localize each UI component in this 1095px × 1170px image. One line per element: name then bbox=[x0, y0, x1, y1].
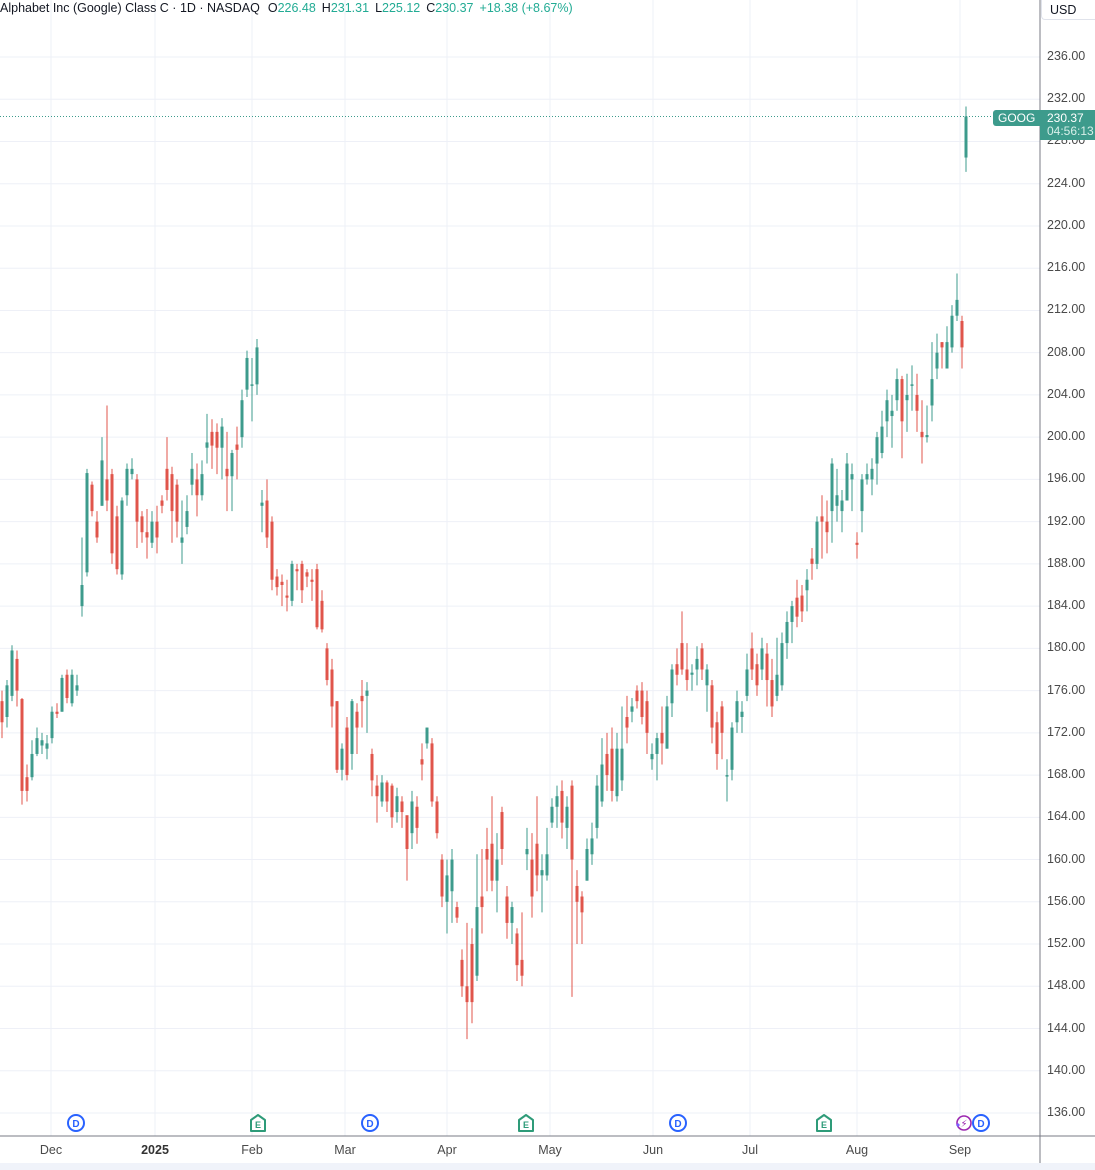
price-axis-label: 192.00 bbox=[1047, 513, 1086, 528]
time-axis-label: Mar bbox=[334, 1143, 356, 1157]
bar-countdown: 04:56:13 bbox=[1047, 124, 1094, 138]
price-axis-label: 160.00 bbox=[1047, 851, 1086, 866]
price-axis-label: 168.00 bbox=[1047, 767, 1086, 782]
price-axis-label: 224.00 bbox=[1047, 175, 1086, 190]
time-axis-label: 2025 bbox=[141, 1143, 169, 1157]
price-axis-label: 164.00 bbox=[1047, 809, 1086, 824]
dividend-icon[interactable]: D bbox=[67, 1114, 85, 1132]
price-axis-label: 180.00 bbox=[1047, 640, 1086, 655]
price-axis-label: 204.00 bbox=[1047, 386, 1086, 401]
dividend-icon[interactable]: D bbox=[972, 1114, 990, 1132]
currency-button[interactable]: USD bbox=[1041, 0, 1095, 20]
svg-text:D: D bbox=[977, 1119, 984, 1130]
time-axis-label: Aug bbox=[845, 1143, 869, 1157]
time-axis-label: Jul bbox=[742, 1143, 758, 1157]
price-axis-label: 152.00 bbox=[1047, 936, 1086, 951]
symbol-price-tag: GOOG bbox=[993, 110, 1041, 126]
price-axis-label: 136.00 bbox=[1047, 1105, 1086, 1119]
change-value: +18.38 (+8.67%) bbox=[479, 1, 573, 15]
time-axis-label: Feb bbox=[241, 1143, 263, 1157]
time-axis-label: Apr bbox=[437, 1143, 457, 1157]
price-axis-label: 212.00 bbox=[1047, 302, 1086, 317]
price-axis-label: 172.00 bbox=[1047, 724, 1086, 739]
svg-text:D: D bbox=[72, 1119, 79, 1130]
svg-text:D: D bbox=[366, 1119, 373, 1130]
price-axis-label: 184.00 bbox=[1047, 598, 1086, 613]
last-price-label: 230.37 04:56:13 bbox=[1040, 110, 1095, 140]
price-axis-label: 200.00 bbox=[1047, 429, 1086, 444]
price-axis-label: 188.00 bbox=[1047, 555, 1086, 570]
svg-text:⚡: ⚡ bbox=[960, 1119, 967, 1130]
price-axis-label: 140.00 bbox=[1047, 1062, 1086, 1077]
svg-text:E: E bbox=[255, 1120, 261, 1130]
price-axis-label: 144.00 bbox=[1047, 1020, 1086, 1035]
time-axis-label: Dec bbox=[39, 1143, 63, 1157]
price-axis-label: 196.00 bbox=[1047, 471, 1086, 486]
price-axis-label: 216.00 bbox=[1047, 260, 1086, 275]
price-axis-label: 148.00 bbox=[1047, 978, 1086, 993]
svg-text:E: E bbox=[821, 1120, 827, 1130]
time-axis-label: Sep bbox=[948, 1143, 972, 1157]
price-axis-label: 208.00 bbox=[1047, 344, 1086, 359]
earnings-icon[interactable]: E bbox=[517, 1114, 535, 1132]
time-axis-label: May bbox=[538, 1143, 562, 1157]
dividend-icon[interactable]: D bbox=[361, 1114, 379, 1132]
split-icon[interactable]: ⚡ bbox=[954, 1114, 972, 1132]
low-value: 225.12 bbox=[382, 1, 421, 15]
svg-text:D: D bbox=[674, 1119, 681, 1130]
time-axis-label: Jun bbox=[642, 1143, 664, 1157]
price-axis-label: 176.00 bbox=[1047, 682, 1086, 697]
price-axis-label: 156.00 bbox=[1047, 893, 1086, 908]
earnings-icon[interactable]: E bbox=[249, 1114, 267, 1132]
close-value: 230.37 bbox=[435, 1, 474, 15]
svg-text:E: E bbox=[523, 1120, 529, 1130]
dividend-icon[interactable]: D bbox=[669, 1114, 687, 1132]
price-axis-label: 220.00 bbox=[1047, 217, 1086, 232]
earnings-icon[interactable]: E bbox=[815, 1114, 833, 1132]
open-value: 226.48 bbox=[277, 1, 316, 15]
high-value: 231.31 bbox=[330, 1, 370, 15]
symbol-title: Alphabet Inc (Google) Class C · 1D · NAS… bbox=[0, 1, 260, 15]
symbol-legend: Alphabet Inc (Google) Class C · 1D · NAS… bbox=[0, 1, 573, 15]
price-axis-label: 232.00 bbox=[1047, 91, 1086, 106]
last-price-value: 230.37 bbox=[1047, 111, 1084, 125]
price-axis-label: 236.00 bbox=[1047, 49, 1086, 63]
